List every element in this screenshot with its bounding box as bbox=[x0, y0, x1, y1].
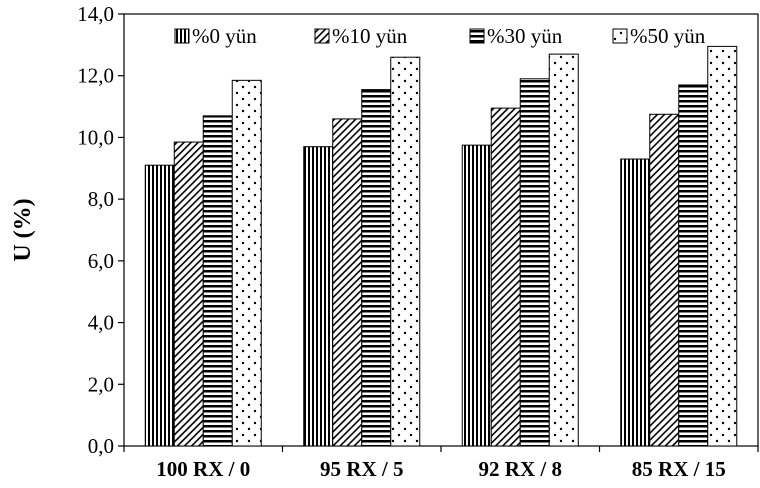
bar bbox=[649, 113, 680, 447]
bar bbox=[678, 84, 709, 447]
legend-label: %30 yün bbox=[487, 24, 563, 48]
y-tick-label: 12,0 bbox=[77, 64, 114, 88]
y-tick-label: 0,0 bbox=[88, 434, 114, 458]
bar bbox=[361, 89, 392, 447]
legend-swatch bbox=[612, 28, 628, 44]
legend-swatch bbox=[314, 28, 330, 44]
y-tick-label: 2,0 bbox=[88, 372, 114, 396]
category-label: 100 RX / 0 bbox=[156, 457, 250, 481]
bar bbox=[519, 78, 550, 447]
x-axis: 100 RX / 0 95 RX / 5 92 RX / 8 85 RX / 15 bbox=[123, 446, 759, 481]
bar bbox=[332, 118, 363, 447]
legend-label: %0 yün bbox=[192, 24, 257, 48]
bar bbox=[390, 56, 421, 447]
legend: %0 yün %10 yün %30 yün %50 yün bbox=[174, 24, 706, 48]
y-tick-label: 6,0 bbox=[88, 249, 114, 273]
bar bbox=[707, 45, 738, 447]
legend-label: %10 yün bbox=[332, 24, 408, 48]
y-axis-title: U (%) bbox=[10, 198, 36, 261]
category-label: 95 RX / 5 bbox=[320, 457, 403, 481]
bar bbox=[202, 115, 233, 447]
category-label: 92 RX / 8 bbox=[479, 457, 562, 481]
bar bbox=[461, 144, 492, 447]
bar bbox=[303, 146, 334, 447]
bars bbox=[144, 45, 738, 447]
legend-label: %50 yün bbox=[630, 24, 706, 48]
y-tick-label: 10,0 bbox=[77, 125, 114, 149]
bar bbox=[144, 164, 175, 447]
bar bbox=[548, 53, 579, 447]
bar bbox=[173, 141, 204, 447]
bar bbox=[231, 79, 262, 447]
category-label: 85 RX / 15 bbox=[632, 457, 726, 481]
bar bbox=[490, 107, 521, 447]
y-tick-label: 8,0 bbox=[88, 187, 114, 211]
legend-swatch bbox=[174, 28, 190, 44]
legend-swatch bbox=[469, 28, 485, 44]
y-axis: 0,0 2,0 4,0 6,0 8,0 10,0 12,0 14,0 bbox=[77, 2, 124, 458]
y-tick-label: 14,0 bbox=[77, 2, 114, 26]
bar bbox=[620, 158, 651, 447]
y-tick-label: 4,0 bbox=[88, 311, 114, 335]
